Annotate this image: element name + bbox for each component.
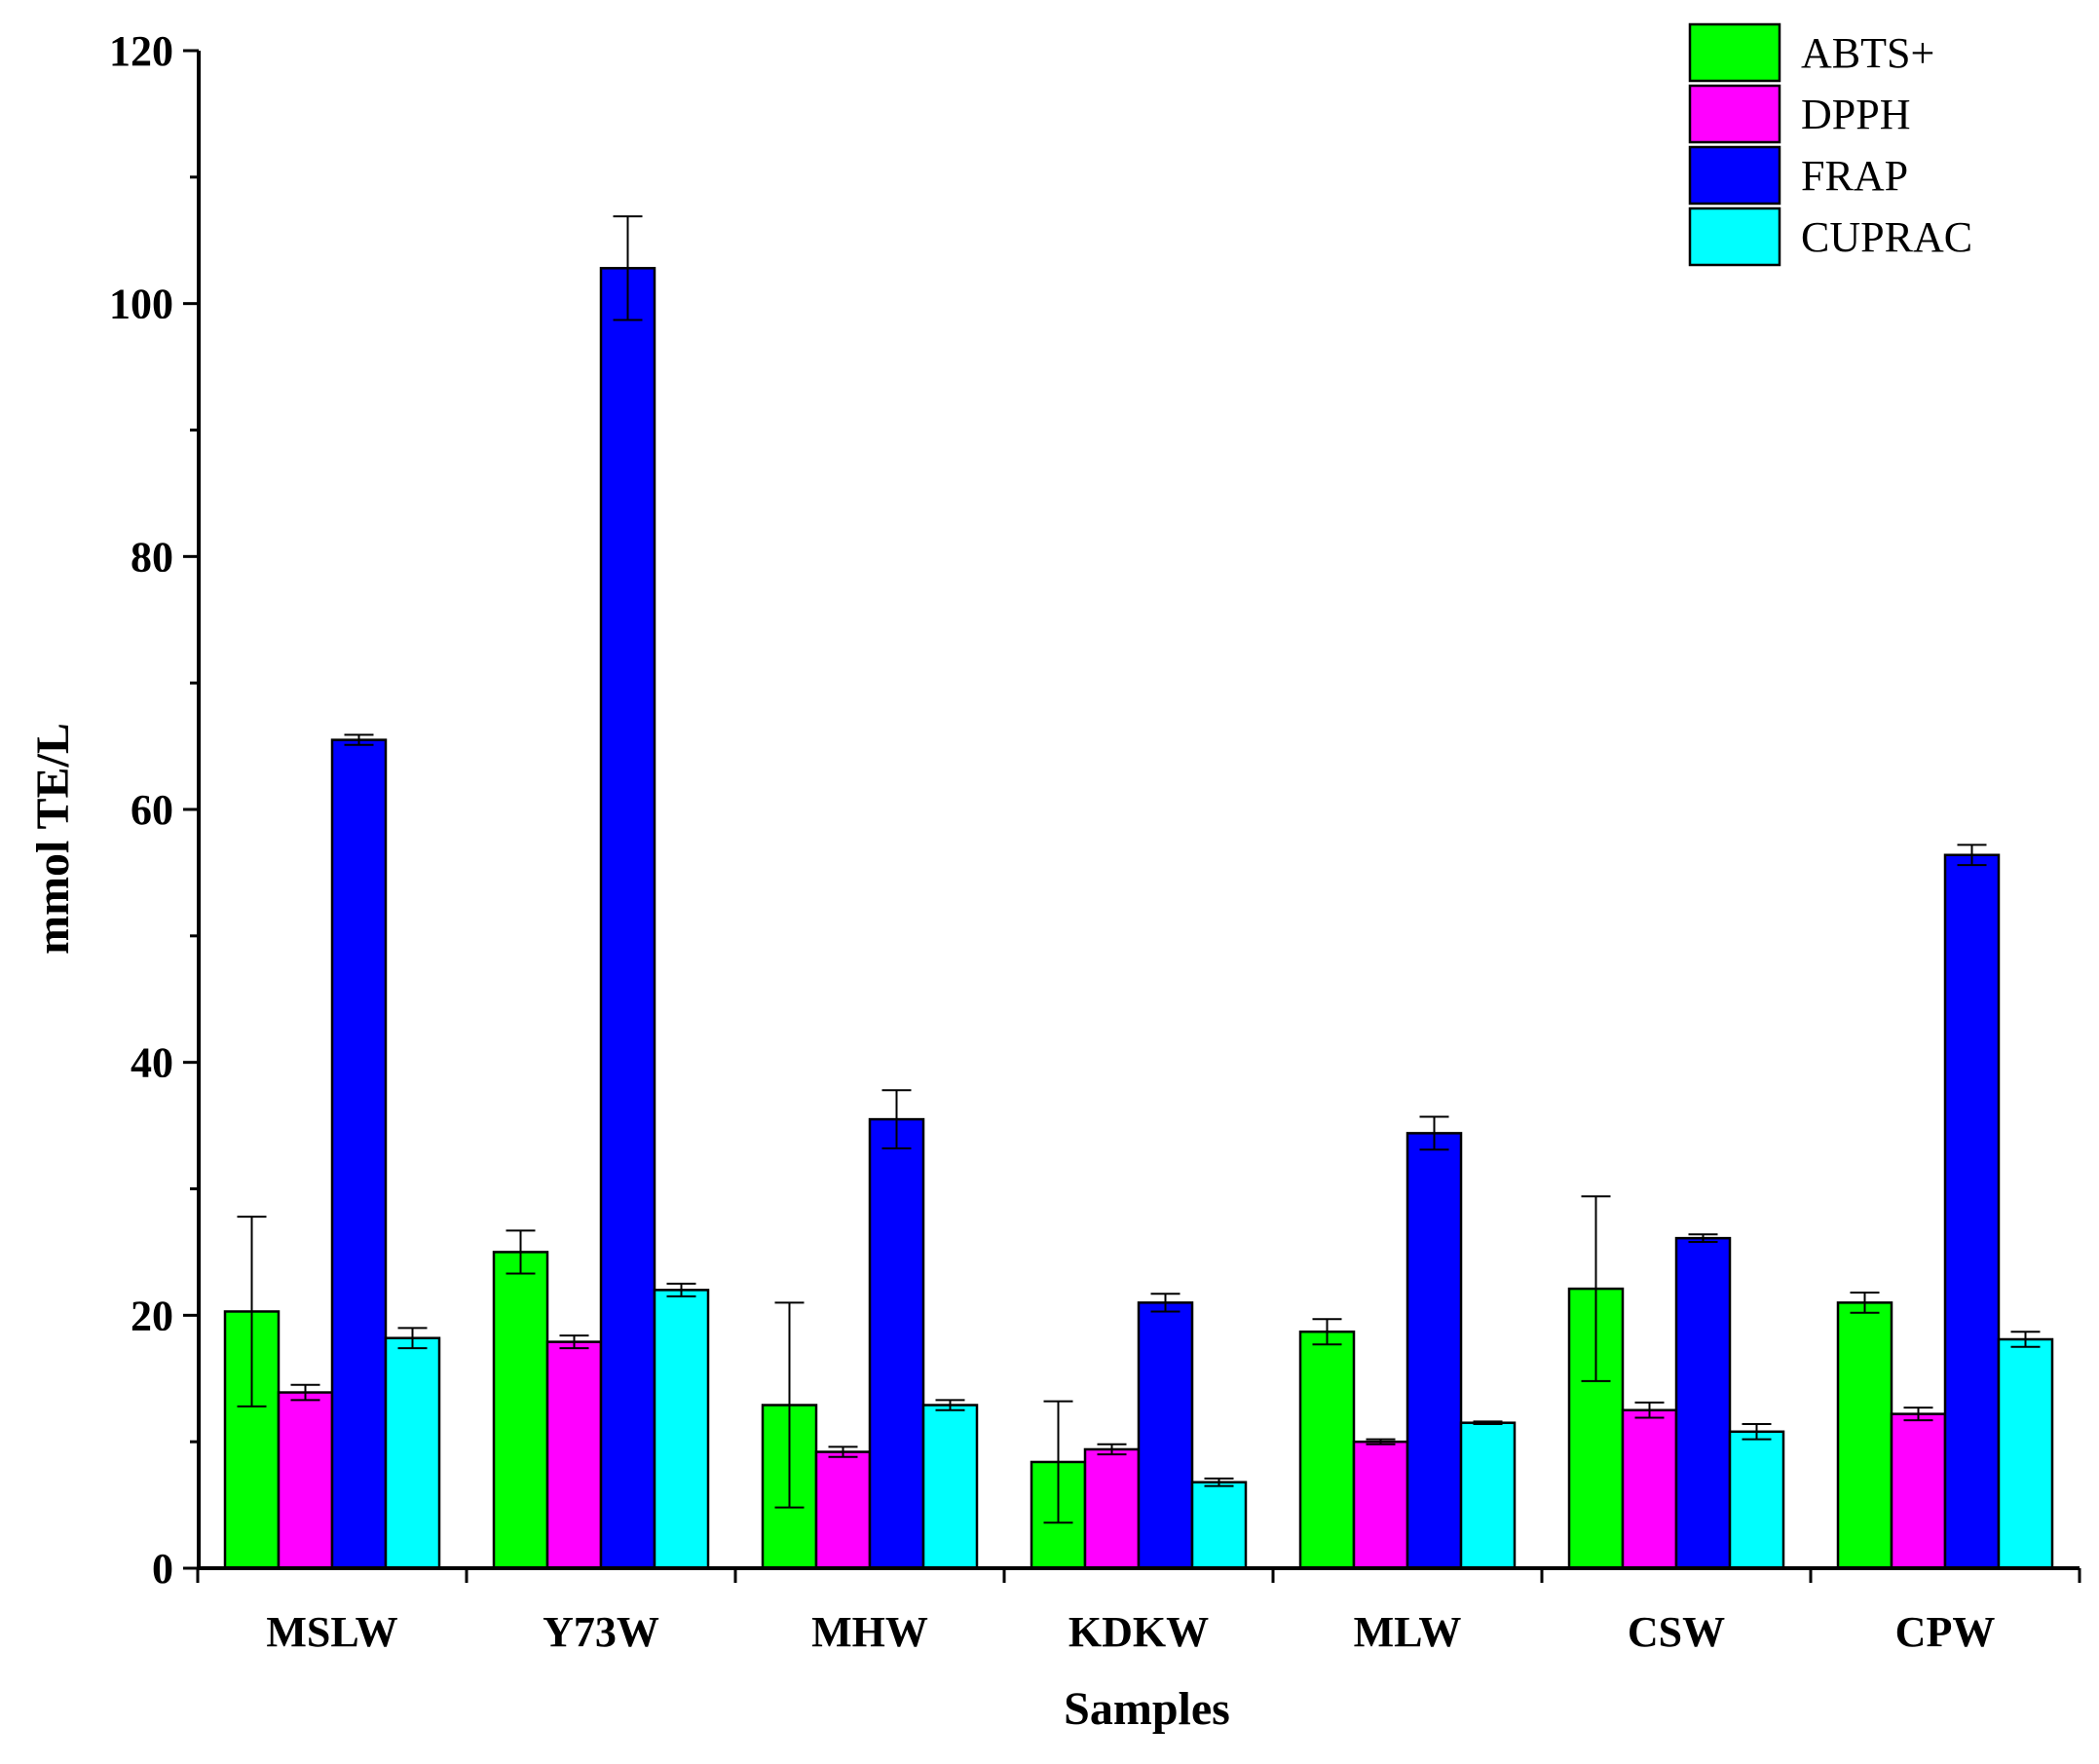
bar-cuprac-mlw <box>1459 1421 1517 1570</box>
bar-dpph-mhw <box>814 1450 872 1570</box>
error-bar-dpph-mlw <box>1366 1438 1396 1445</box>
legend-label-dpph: DPPH <box>1801 91 1911 138</box>
error-bar-frap-cpw <box>1957 844 1987 867</box>
error-bar-abts-mhw <box>774 1301 805 1509</box>
x-ticks: MSLW Y73W MHW KDKW MLW CSW CPW <box>196 1568 2081 1656</box>
error-bar-abts-kdkw <box>1043 1400 1073 1524</box>
error-bar-cuprac-csw <box>1742 1422 1772 1441</box>
bar-cuprac-cpw <box>1997 1337 2054 1570</box>
error-bar-abts-cpw <box>1850 1291 1880 1314</box>
bar-dpph-kdkw <box>1083 1447 1141 1570</box>
legend-label-frap: FRAP <box>1801 152 1908 200</box>
error-bar-abts-y73w <box>506 1229 536 1275</box>
error-bar-dpph-y73w <box>559 1334 589 1350</box>
x-tick-label: CPW <box>1895 1608 1996 1656</box>
legend-swatch-dpph <box>1688 84 1781 144</box>
bar-frap-mhw <box>868 1117 925 1570</box>
error-bar-cuprac-mlw <box>1473 1420 1503 1425</box>
legend-swatch-abts <box>1688 22 1781 83</box>
legend-label-abts: ABTS+ <box>1801 29 1934 77</box>
error-bar-dpph-cpw <box>1903 1407 1933 1422</box>
y-tick-label: 60 <box>131 786 173 834</box>
error-bar-cuprac-y73w <box>666 1282 696 1297</box>
y-axis-title: mmol TE/L <box>27 723 79 955</box>
y-tick-label: 0 <box>152 1545 173 1593</box>
error-bar-cuprac-kdkw <box>1204 1477 1234 1487</box>
bars-layer <box>223 267 2054 1570</box>
bar-dpph-mlw <box>1352 1440 1409 1570</box>
bar-dpph-mslw <box>277 1391 334 1570</box>
bar-frap-mlw <box>1406 1132 1463 1570</box>
x-tick-label: MLW <box>1354 1608 1462 1656</box>
x-tick-label: Y73W <box>543 1608 659 1656</box>
x-tick-label: KDKW <box>1068 1608 1209 1656</box>
bar-cuprac-kdkw <box>1190 1481 1248 1570</box>
legend: ABTS+ DPPH FRAP CUPRAC <box>1688 22 1972 267</box>
bar-dpph-y73w <box>545 1340 603 1570</box>
bar-frap-y73w <box>599 267 656 1570</box>
error-bar-frap-y73w <box>613 215 643 321</box>
error-bar-abts-mslw <box>237 1216 267 1407</box>
bar-frap-csw <box>1674 1236 1732 1570</box>
error-bar-frap-kdkw <box>1150 1293 1181 1313</box>
x-tick-label: MSLW <box>266 1608 397 1656</box>
y-tick-label: 20 <box>131 1292 173 1339</box>
y-ticks: 0 20 40 60 80 100 120 <box>109 27 199 1593</box>
legend-swatch-frap <box>1688 145 1781 206</box>
bar-cuprac-csw <box>1728 1430 1785 1570</box>
y-tick-label: 80 <box>131 533 173 581</box>
bar-dpph-csw <box>1621 1408 1678 1570</box>
bar-abts-mlw <box>1298 1330 1356 1570</box>
error-bar-dpph-csw <box>1634 1401 1665 1419</box>
error-bar-frap-mslw <box>344 733 374 746</box>
bar-dpph-cpw <box>1890 1412 1947 1570</box>
bar-frap-cpw <box>1943 853 2001 1570</box>
error-bars-layer <box>237 215 2041 1524</box>
bar-abts-y73w <box>492 1251 549 1570</box>
error-bar-dpph-kdkw <box>1097 1443 1127 1456</box>
x-tick-label: CSW <box>1628 1608 1725 1656</box>
bar-frap-kdkw <box>1137 1301 1194 1570</box>
bar-cuprac-mslw <box>384 1336 441 1570</box>
legend-swatch-cuprac <box>1688 206 1781 267</box>
error-bar-cuprac-mslw <box>397 1327 428 1350</box>
x-axis-title: Samples <box>1064 1683 1230 1735</box>
x-tick-label: MHW <box>811 1608 928 1656</box>
y-tick-label: 120 <box>109 27 173 75</box>
error-bar-abts-mlw <box>1312 1318 1342 1346</box>
error-bar-abts-csw <box>1581 1195 1611 1382</box>
y-tick-label: 100 <box>109 281 173 328</box>
error-bar-dpph-mslw <box>290 1383 320 1402</box>
error-bar-frap-csw <box>1688 1233 1718 1244</box>
error-bar-cuprac-cpw <box>2010 1331 2041 1348</box>
bar-frap-mslw <box>330 738 388 1570</box>
bar-cuprac-mhw <box>921 1404 979 1570</box>
y-tick-label: 40 <box>131 1039 173 1087</box>
bar-abts-cpw <box>1836 1301 1893 1570</box>
error-bar-dpph-mhw <box>828 1445 858 1458</box>
bar-cuprac-y73w <box>653 1289 710 1570</box>
error-bar-frap-mlw <box>1419 1115 1449 1151</box>
error-bar-frap-mhw <box>881 1089 912 1149</box>
legend-label-cuprac: CUPRAC <box>1801 213 1972 261</box>
error-bar-cuprac-mhw <box>935 1399 965 1411</box>
